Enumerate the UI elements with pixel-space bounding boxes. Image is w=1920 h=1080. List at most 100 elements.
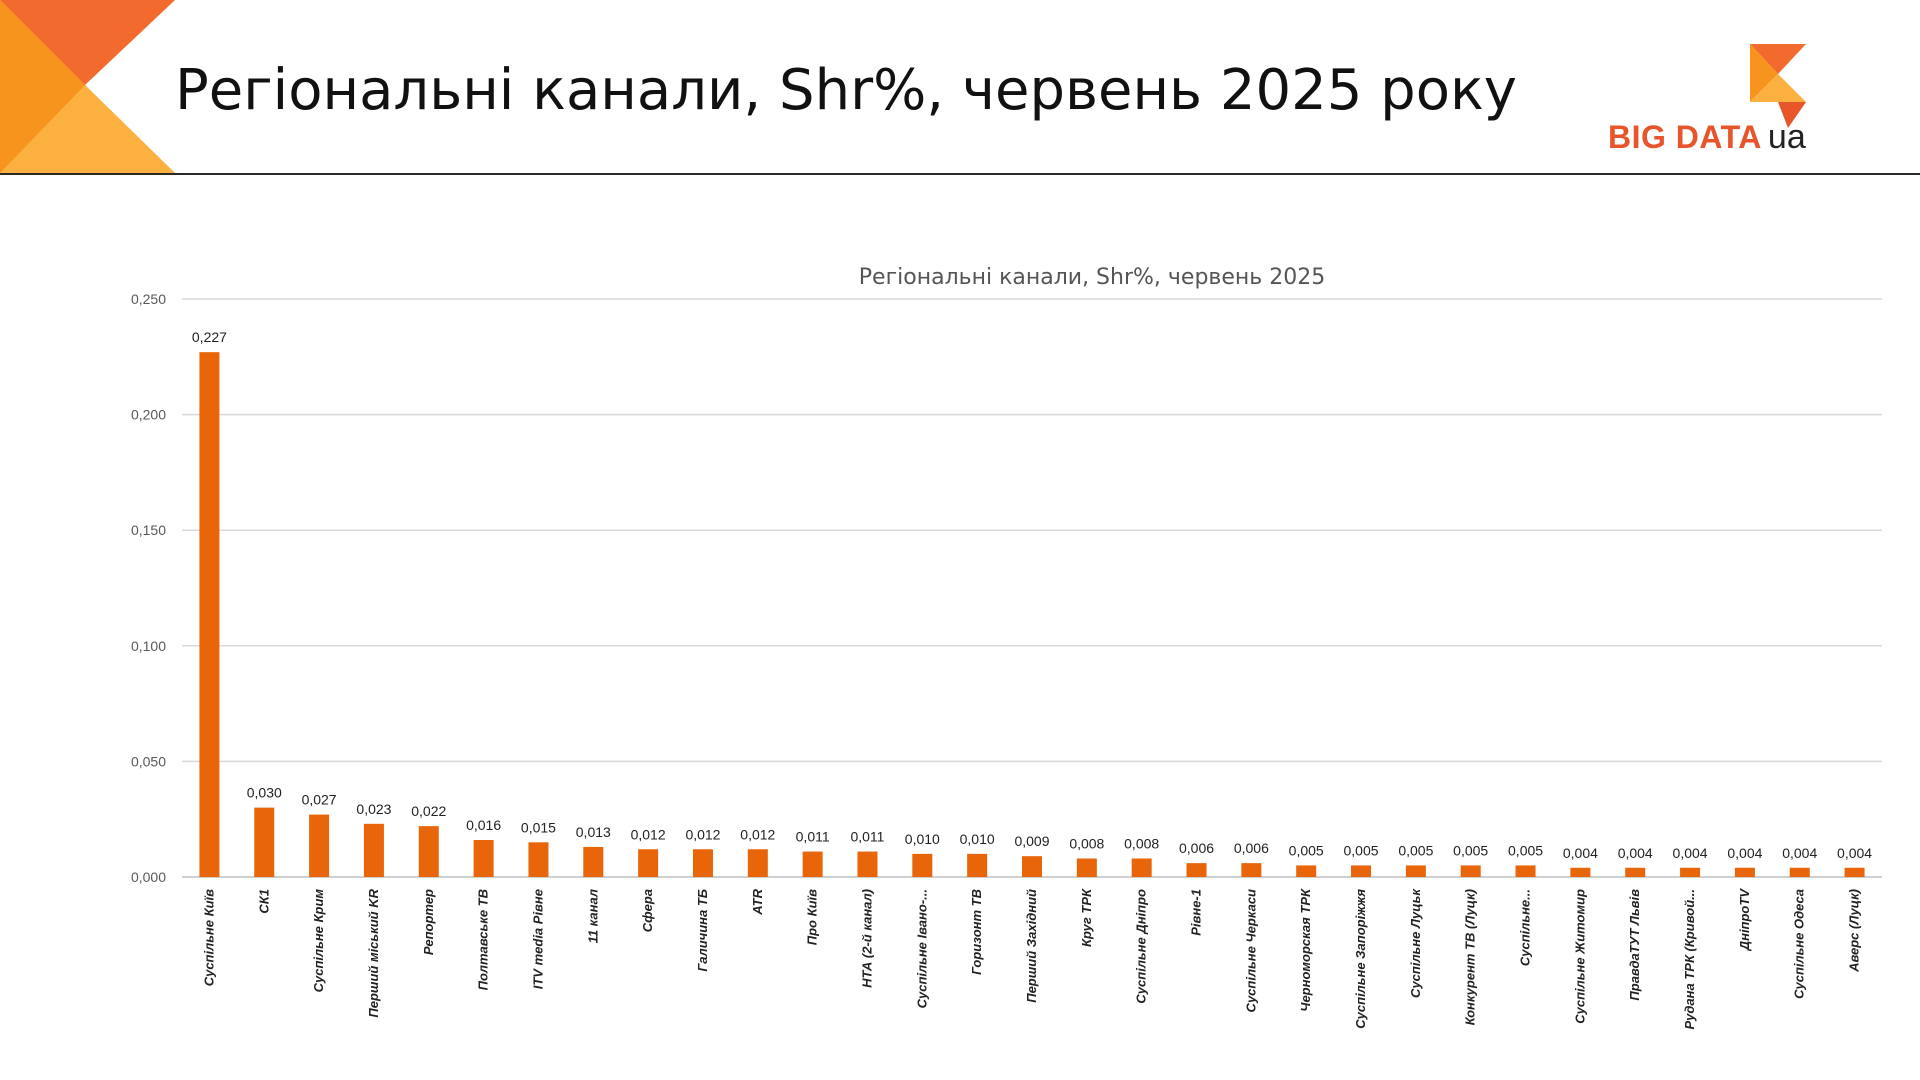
x-tick-label: Суспільне... — [1518, 889, 1533, 966]
corner-mid-triangle — [0, 85, 175, 173]
data-label: 0,005 — [1508, 842, 1543, 858]
data-label: 0,011 — [850, 829, 884, 845]
data-label: 0,010 — [960, 831, 995, 847]
data-label: 0,004 — [1727, 845, 1762, 861]
data-label: 0,012 — [740, 826, 775, 842]
data-label: 0,010 — [905, 831, 940, 847]
data-label: 0,005 — [1398, 842, 1433, 858]
y-axis-ticks: 0,000 0,050 0,100 0,150 0,200 0,250 — [131, 291, 166, 885]
x-tick-label: Перший міський KR — [366, 888, 381, 1017]
bar — [309, 814, 330, 877]
x-tick-label: Репортер — [421, 889, 436, 955]
big-data-logo: BIG DATA ua — [1600, 44, 1840, 159]
x-tick-label: Сфера — [640, 889, 655, 932]
x-tick-label: Галичина ТБ — [695, 889, 710, 972]
bar — [638, 849, 659, 877]
data-label: 0,004 — [1673, 845, 1708, 861]
data-label: 0,030 — [247, 785, 282, 801]
data-label: 0,004 — [1837, 845, 1872, 861]
x-tick-label: Круг ТРК — [1079, 888, 1094, 947]
x-tick-label: Рівне-1 — [1189, 889, 1204, 936]
x-tick-label: Горизонт ТВ — [969, 889, 984, 975]
chart-gridlines — [182, 298, 1882, 878]
data-label: 0,022 — [411, 803, 446, 819]
x-tick-label: 11 канал — [585, 889, 600, 943]
x-tick-label: Черноморская ТРК — [1298, 888, 1313, 1012]
logo-suffix-text: ua — [1767, 118, 1806, 156]
x-tick-label: ДніпроTV — [1737, 888, 1752, 952]
data-label: 0,023 — [356, 801, 391, 817]
y-tick-label: 0,250 — [131, 291, 166, 307]
data-label: 0,015 — [521, 819, 556, 835]
y-tick-label: 0,200 — [131, 407, 166, 423]
data-label: 0,013 — [576, 824, 611, 840]
bar — [254, 807, 275, 877]
chart-data-labels: 0,227 0,030 0,027 0,023 0,022 0,016 0,015 0,013… — [192, 329, 1872, 861]
x-tick-label: Полтавське ТВ — [476, 889, 491, 990]
data-label: 0,011 — [796, 829, 830, 845]
bar — [1844, 867, 1865, 877]
bar — [1241, 863, 1262, 877]
bar — [912, 853, 933, 877]
bar — [1351, 865, 1372, 877]
x-tick-label: Суспільне Дніпро — [1134, 889, 1149, 1004]
data-label: 0,012 — [685, 826, 720, 842]
chart-title: Регіональні канали, Shr%, червень 2025 — [859, 265, 1325, 290]
data-label: 0,004 — [1782, 845, 1817, 861]
bar — [1734, 867, 1755, 877]
bar-chart: Регіональні канали, Shr%, червень 2025 0… — [131, 265, 1882, 1030]
bar — [199, 352, 220, 877]
data-label: 0,006 — [1179, 840, 1214, 856]
x-tick-label: Суспільне Івано-... — [914, 889, 929, 1008]
data-label: 0,004 — [1563, 845, 1598, 861]
bar — [473, 840, 494, 877]
data-label: 0,006 — [1234, 840, 1269, 856]
bar — [528, 842, 549, 877]
bar — [1460, 865, 1481, 877]
x-tick-label: Суспільне Черкаси — [1243, 889, 1258, 1012]
x-axis-labels: Суспільне Київ СК1 Суспільне Крим Перший мі… — [201, 888, 1861, 1030]
x-tick-label: Перший Західний — [1024, 889, 1039, 1003]
bar — [857, 851, 878, 877]
x-tick-label: СК1 — [256, 889, 271, 914]
y-tick-label: 0,100 — [131, 638, 166, 654]
x-tick-label: ATR — [750, 888, 765, 915]
data-label: 0,005 — [1344, 842, 1379, 858]
logo-brand-text: BIG DATA — [1608, 119, 1762, 155]
corner-decoration — [0, 0, 175, 173]
orange-arrow-logo-icon — [1750, 44, 1806, 128]
data-label: 0,012 — [631, 826, 666, 842]
data-label: 0,027 — [302, 792, 337, 808]
bar — [692, 849, 713, 877]
corner-dark-triangle — [0, 0, 175, 85]
bar — [1789, 867, 1810, 877]
corner-orange-triangle — [0, 0, 85, 173]
data-label: 0,016 — [466, 817, 501, 833]
x-tick-label: Суспільне Одеса — [1792, 889, 1807, 999]
bar — [1680, 867, 1701, 877]
bar — [1405, 865, 1426, 877]
bar — [1022, 856, 1042, 877]
bar — [1625, 867, 1646, 877]
x-tick-label: Аверс (Луцк) — [1847, 889, 1862, 973]
data-label: 0,008 — [1069, 836, 1104, 852]
page-title: Регіональні канали, Shr%, червень 2025 р… — [175, 58, 1517, 123]
x-tick-label: Суспільне Запоріжжя — [1353, 889, 1368, 1029]
bar — [802, 851, 823, 877]
bar — [583, 846, 604, 877]
y-tick-label: 0,050 — [131, 753, 166, 769]
bar — [1076, 858, 1097, 877]
x-tick-label: Суспільне Житомир — [1572, 889, 1587, 1024]
x-tick-label: ПравдаТУТ Львів — [1627, 889, 1642, 1001]
data-label: 0,227 — [192, 329, 227, 345]
bar — [1131, 858, 1152, 877]
header-divider — [0, 173, 1920, 175]
x-tick-label: Суспільне Крим — [311, 889, 326, 993]
x-tick-label: Конкурент ТВ (Луцк) — [1463, 889, 1478, 1025]
chart-bars — [199, 352, 1865, 877]
data-label: 0,004 — [1618, 845, 1653, 861]
data-label: 0,008 — [1124, 836, 1159, 852]
bar — [1515, 865, 1536, 877]
x-tick-label: Суспільне Луцьк — [1408, 888, 1423, 998]
bar — [1570, 867, 1591, 877]
